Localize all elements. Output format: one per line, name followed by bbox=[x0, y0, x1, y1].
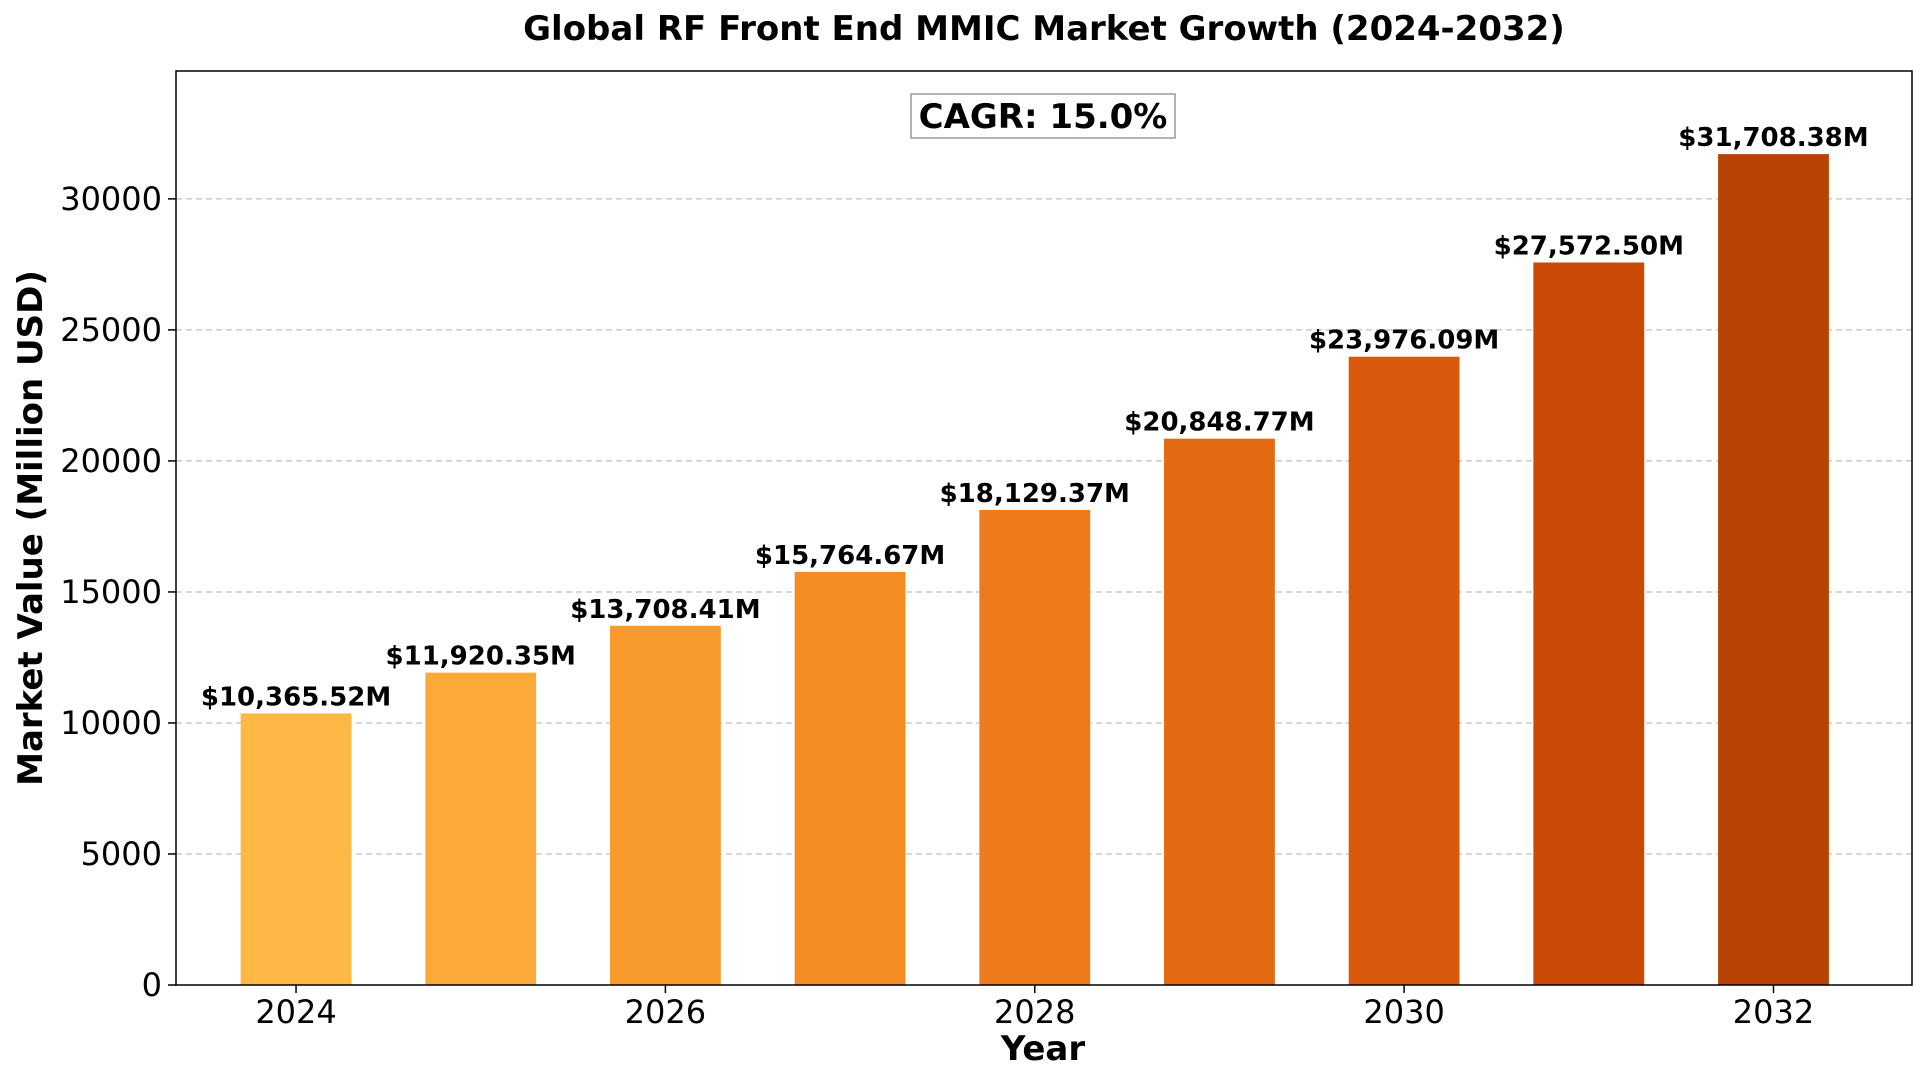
bar bbox=[240, 713, 352, 985]
y-tick-label: 15000 bbox=[60, 573, 162, 611]
bar bbox=[979, 509, 1091, 985]
bars bbox=[240, 154, 1829, 986]
bar-value-label: $23,976.09M bbox=[1309, 326, 1499, 356]
bar-value-label: $18,129.37M bbox=[940, 479, 1130, 509]
cagr-text: CAGR: 15.0% bbox=[919, 97, 1168, 137]
x-tick-label: 2026 bbox=[625, 993, 706, 1031]
bar-value-label: $11,920.35M bbox=[386, 642, 576, 672]
bar-value-label: $15,764.67M bbox=[755, 541, 945, 571]
y-tick-label: 5000 bbox=[81, 835, 162, 873]
y-tick-label: 0 bbox=[142, 966, 162, 1004]
x-axis: 2024 2026 2028 2030 2032 bbox=[255, 985, 1814, 1031]
x-axis-label: Year bbox=[1000, 1029, 1086, 1069]
bar bbox=[1718, 154, 1829, 985]
plot-frame bbox=[175, 70, 1913, 986]
bar bbox=[425, 672, 537, 985]
cagr-annotation: CAGR: 15.0% bbox=[910, 93, 1176, 139]
cagr-box bbox=[910, 93, 1176, 139]
y-tick-label: 25000 bbox=[60, 311, 162, 349]
x-tick-label: 2030 bbox=[1363, 993, 1444, 1031]
x-tick-label: 2032 bbox=[1733, 993, 1814, 1031]
y-axis-label: Market Value (Million USD) bbox=[11, 270, 51, 786]
bar-value-label: $31,708.38M bbox=[1678, 123, 1868, 153]
chart-title: Global RF Front End MMIC Market Growth (… bbox=[523, 9, 1565, 49]
bar bbox=[1164, 438, 1275, 985]
y-tick-label: 30000 bbox=[60, 180, 162, 218]
x-tick-label: 2028 bbox=[994, 993, 1075, 1031]
bar-value-label: $20,848.77M bbox=[1124, 408, 1314, 438]
bar-labels: $10,365.52M $11,920.35M $13,708.41M $15,764… bbox=[201, 123, 1869, 712]
y-tick-label: 20000 bbox=[60, 442, 162, 480]
bar bbox=[1533, 262, 1645, 985]
bar-value-label: $13,708.41M bbox=[570, 595, 760, 625]
y-tick-label: 10000 bbox=[60, 704, 162, 742]
x-tick-label: 2024 bbox=[255, 993, 336, 1031]
bar bbox=[794, 571, 906, 985]
bar-value-label: $10,365.52M bbox=[201, 682, 391, 712]
bar bbox=[610, 625, 721, 985]
bar-value-label: $27,572.50M bbox=[1494, 231, 1684, 261]
y-axis: 0 5000 10000 15000 20000 25000 30000 bbox=[60, 180, 176, 1004]
bar bbox=[1348, 356, 1460, 986]
